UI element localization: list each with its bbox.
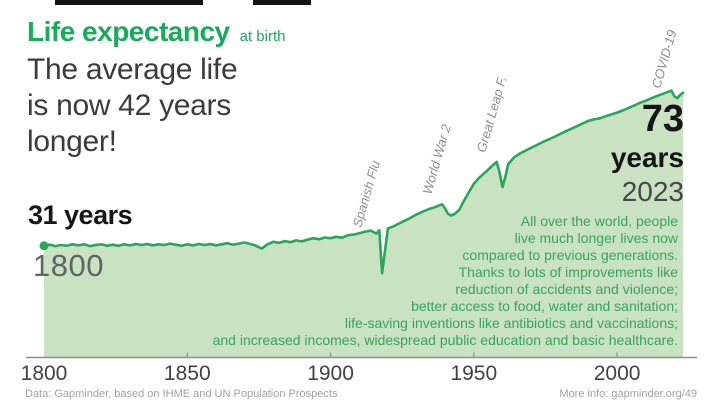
explanation-paragraph: All over the world, people live much lon… — [213, 213, 678, 349]
paragraph-line: reduction of accidents and violence; — [455, 281, 678, 297]
top-crop-artifact — [253, 0, 311, 5]
x-tick-label: 1900 — [307, 362, 354, 385]
x-axis-tick-marks — [186, 352, 618, 358]
paragraph-line: and increased incomes, widespread public… — [212, 332, 678, 348]
x-tick-label: 1850 — [163, 362, 211, 385]
paragraph-line: live much longer lives now — [514, 230, 678, 246]
x-tick-label: 1950 — [450, 362, 498, 385]
x-tick-label: 2000 — [593, 362, 641, 385]
paragraph-line: All over the world, people — [520, 213, 678, 229]
start-year-label: 1800 — [33, 248, 104, 283]
title-suffix: at birth — [239, 28, 286, 45]
more-info-note: More info: gapminder.org/49 — [559, 388, 697, 400]
paragraph-line: compared to previous generations. — [462, 247, 678, 263]
headline: The average life is now 42 years longer! — [27, 52, 238, 160]
paragraph-line: life-saving inventions like antibiotics … — [344, 315, 678, 331]
end-value-label: 73 — [641, 98, 684, 140]
paragraph-line: Thanks to lots of improvements like — [458, 264, 678, 280]
start-point-dot — [39, 241, 49, 251]
headline-line: longer! — [27, 125, 117, 158]
chart-title: Life expectancy at birth — [27, 16, 285, 48]
life-expectancy-line — [42, 89, 685, 275]
title-text: Life expectancy — [27, 16, 230, 47]
start-value-label: 31 years — [28, 200, 133, 230]
area-fill — [44, 90, 683, 357]
x-tick-label: 1800 — [20, 362, 68, 385]
end-marker: 73 years 2023 — [611, 100, 684, 206]
data-source-note: Data: Gapminder, based on IHME and UN Po… — [25, 388, 338, 400]
end-unit-label: years — [610, 142, 684, 173]
headline-line: The average life — [27, 53, 238, 86]
paragraph-line: better access to food, water and sanitat… — [411, 298, 678, 314]
headline-line: is now 42 years — [27, 89, 231, 122]
end-year-label: 2023 — [621, 176, 684, 207]
top-crop-artifact — [55, 0, 203, 5]
